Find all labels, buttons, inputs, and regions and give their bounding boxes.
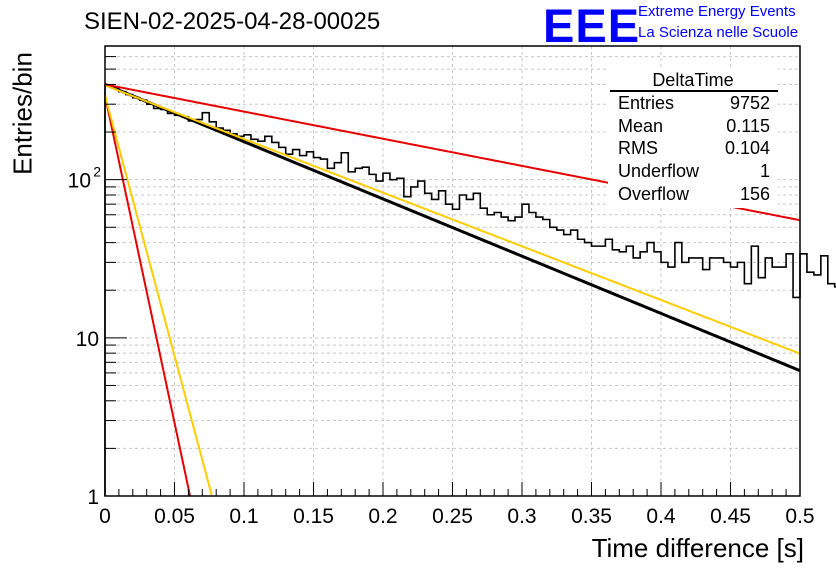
- stats-title: DeltaTime: [652, 70, 734, 90]
- y-tick-label: 1: [87, 486, 99, 509]
- logo-subtitle-2: La Scienza nelle Scuole: [638, 24, 799, 41]
- stats-row-mean: Mean 0.115: [618, 116, 770, 138]
- stats-row-underflow: Underflow 1: [618, 161, 770, 183]
- stats-row-rms: RMS 0.104: [618, 138, 770, 160]
- x-tick-label: 0.5: [785, 505, 814, 528]
- stats-key: Underflow: [618, 161, 700, 181]
- axis-ticks: [104, 45, 801, 497]
- axis-tick-labels: 0 0.05 0.1 0.15 0.2 0.25 0.3 0.35 0.4 0.45 0.5 1 10 1…: [68, 164, 815, 528]
- stats-value: 156: [739, 184, 770, 204]
- x-tick-label: 0.1: [229, 505, 258, 528]
- stats-box: DeltaTime Entries 9752 Mean 0.115 RMS 0.…: [608, 68, 778, 208]
- fit-yellow: [104, 84, 801, 355]
- eee-logo: EEE: [543, 0, 641, 52]
- x-tick-label: 0.3: [507, 505, 536, 528]
- y-tick-label-exponent: 2: [93, 164, 101, 180]
- y-tick-label: 10: [76, 328, 99, 351]
- run-title: SIEN-02-2025-04-28-00025: [84, 8, 381, 35]
- x-tick-label: 0.05: [154, 505, 195, 528]
- x-tick-label: 0.15: [293, 505, 334, 528]
- stats-key: Overflow: [618, 184, 690, 204]
- histogram-outline: [104, 84, 836, 496]
- x-tick-label: 0.2: [368, 505, 397, 528]
- logo-subtitle-1: Extreme Energy Events: [638, 3, 796, 20]
- x-tick-label: 0.25: [432, 505, 473, 528]
- stats-row-overflow: Overflow 156: [618, 184, 770, 206]
- fit-red-fast: [104, 95, 192, 497]
- y-axis-label: Entries/bin: [7, 52, 38, 175]
- stats-key: Mean: [618, 116, 664, 136]
- fit-black: [104, 83, 801, 373]
- x-tick-label: 0: [99, 505, 111, 528]
- histogram-bins: [104, 84, 836, 496]
- x-axis-label: Time difference [s]: [591, 533, 804, 563]
- stats-value: 0.104: [724, 138, 770, 158]
- fit-yellow-fast: [104, 95, 213, 496]
- x-tick-label: 0.35: [571, 505, 612, 528]
- x-tick-label: 0.45: [710, 505, 751, 528]
- stats-key: RMS: [618, 138, 658, 158]
- stats-divider: [610, 90, 778, 92]
- stats-key: Entries: [618, 93, 675, 113]
- stats-value: 9752: [729, 93, 770, 113]
- stats-value: 1: [759, 161, 770, 181]
- y-tick-label: 10: [68, 170, 91, 193]
- stats-row-entries: Entries 9752: [618, 93, 770, 115]
- stats-value: 0.115: [726, 116, 770, 136]
- x-tick-label: 0.4: [646, 505, 676, 528]
